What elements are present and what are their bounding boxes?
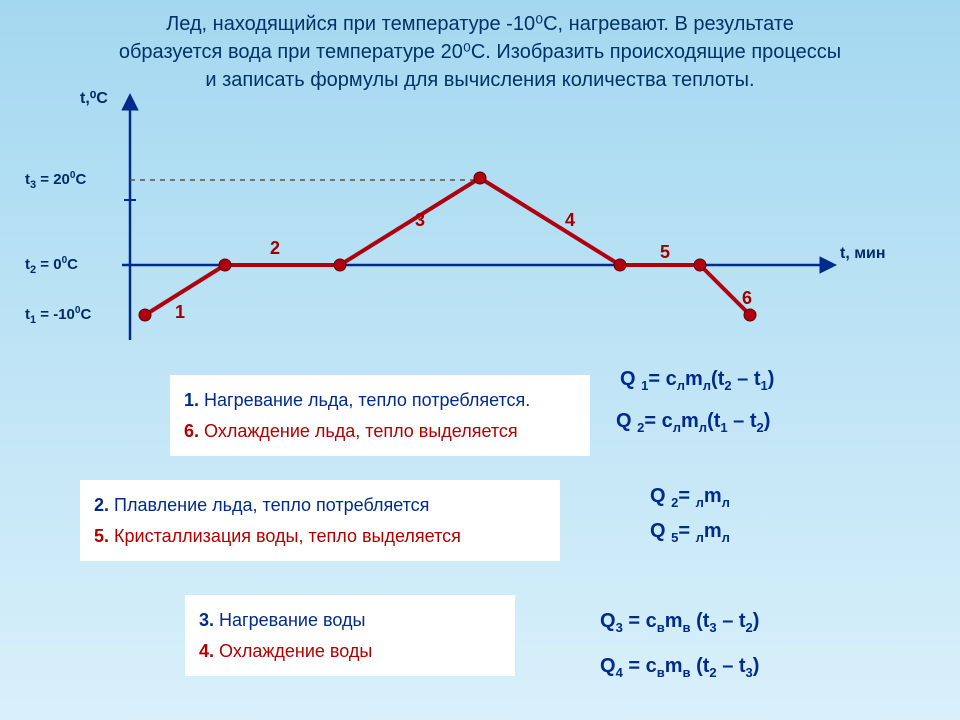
process-line-5: 5. Кристаллизация воды, тепло выделяется bbox=[94, 521, 546, 552]
process-box-2-5: 2. Плавление льда, тепло потребляется5. … bbox=[80, 480, 560, 561]
process-line-6: 6. Охлаждение льда, тепло выделяется bbox=[184, 416, 576, 447]
y-tick-t2: t2 = 00C bbox=[25, 255, 78, 276]
formula-q1: Q 1= cлmл(t2 – t1) bbox=[620, 368, 774, 393]
process-box-1-6: 1. Нагревание льда, тепло потребляется.6… bbox=[170, 375, 590, 456]
temperature-chart: t,⁰C t, мин t3 = 200Ct2 = 00Ct1 = -100C … bbox=[20, 90, 940, 370]
y-tick-t3: t3 = 200C bbox=[25, 170, 86, 191]
segment-label-2: 2 bbox=[270, 238, 280, 259]
chart-svg bbox=[20, 90, 940, 370]
y-axis-label: t,⁰C bbox=[80, 88, 108, 108]
y-tick-t1: t1 = -100C bbox=[25, 305, 91, 326]
formula-q2-melting: Q 2= лmл bbox=[650, 485, 730, 510]
formula-q5: Q 5= лmл bbox=[650, 520, 730, 545]
process-line-1: 1. Нагревание льда, тепло потребляется. bbox=[184, 385, 576, 416]
header-line-1: Лед, находящийся при температуре -10⁰С, … bbox=[20, 10, 940, 38]
segment-label-5: 5 bbox=[660, 242, 670, 263]
process-box-3-4: 3. Нагревание воды4. Охлаждение воды bbox=[185, 595, 515, 676]
segment-label-6: 6 bbox=[742, 288, 752, 309]
segment-label-1: 1 bbox=[175, 302, 185, 323]
formula-q3: Q3 = cвmв (t3 – t2) bbox=[600, 610, 759, 635]
header-line-2: образуется вода при температуре 20⁰С. Из… bbox=[20, 38, 940, 66]
segment-label-4: 4 bbox=[565, 210, 575, 231]
formula-q4: Q4 = cвmв (t2 – t3) bbox=[600, 655, 759, 680]
process-line-2: 2. Плавление льда, тепло потребляется bbox=[94, 490, 546, 521]
segment-label-3: 3 bbox=[415, 210, 425, 231]
process-line-4: 4. Охлаждение воды bbox=[199, 636, 501, 667]
problem-statement: Лед, находящийся при температуре -10⁰С, … bbox=[20, 10, 940, 94]
x-axis-label: t, мин bbox=[840, 245, 886, 263]
formula-q2-cooling: Q 2= cлmл(t1 – t2) bbox=[616, 410, 770, 435]
process-line-3: 3. Нагревание воды bbox=[199, 605, 501, 636]
